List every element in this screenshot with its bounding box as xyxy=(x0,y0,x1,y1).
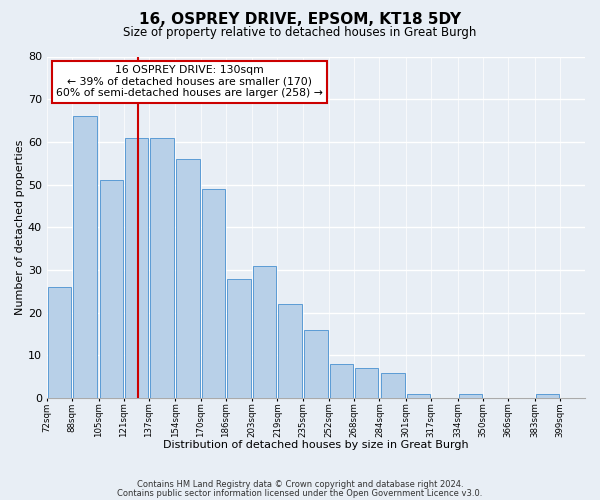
Bar xyxy=(125,138,148,398)
Bar xyxy=(227,278,251,398)
Bar xyxy=(536,394,559,398)
Bar xyxy=(355,368,379,398)
Y-axis label: Number of detached properties: Number of detached properties xyxy=(15,140,25,315)
Bar xyxy=(253,266,277,398)
Bar xyxy=(48,287,71,398)
Bar xyxy=(459,394,482,398)
Bar xyxy=(202,189,224,398)
Text: 16 OSPREY DRIVE: 130sqm
← 39% of detached houses are smaller (170)
60% of semi-d: 16 OSPREY DRIVE: 130sqm ← 39% of detache… xyxy=(56,65,323,98)
Bar xyxy=(176,159,200,398)
Text: Contains HM Land Registry data © Crown copyright and database right 2024.: Contains HM Land Registry data © Crown c… xyxy=(137,480,463,489)
Text: 16, OSPREY DRIVE, EPSOM, KT18 5DY: 16, OSPREY DRIVE, EPSOM, KT18 5DY xyxy=(139,12,461,28)
Bar xyxy=(100,180,122,398)
Bar xyxy=(330,364,353,398)
Text: Size of property relative to detached houses in Great Burgh: Size of property relative to detached ho… xyxy=(124,26,476,39)
X-axis label: Distribution of detached houses by size in Great Burgh: Distribution of detached houses by size … xyxy=(163,440,469,450)
Bar xyxy=(380,372,405,398)
Bar xyxy=(407,394,430,398)
Bar xyxy=(278,304,302,398)
Text: Contains public sector information licensed under the Open Government Licence v3: Contains public sector information licen… xyxy=(118,488,482,498)
Bar xyxy=(304,330,328,398)
Bar xyxy=(150,138,175,398)
Bar xyxy=(73,116,97,398)
